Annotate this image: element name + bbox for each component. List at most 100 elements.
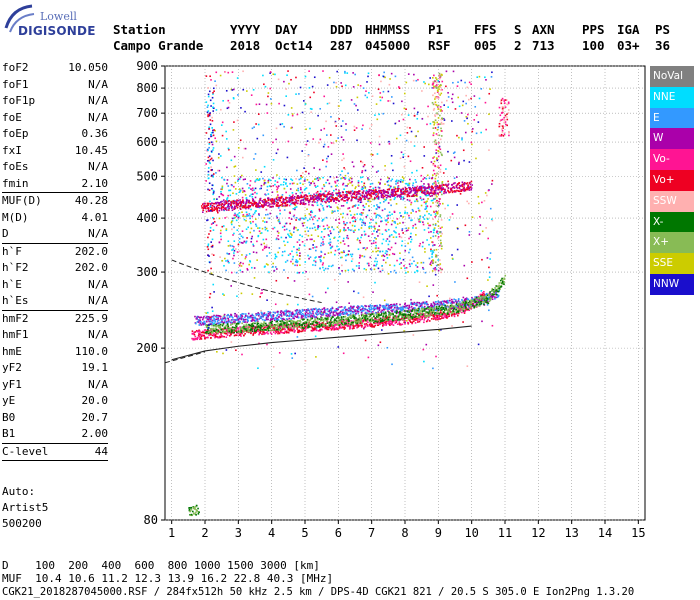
echo-point bbox=[275, 238, 278, 241]
echo-point bbox=[241, 330, 244, 333]
echo-point bbox=[293, 321, 295, 324]
echo-point bbox=[393, 306, 396, 309]
echo-point bbox=[236, 295, 238, 298]
echo-point bbox=[351, 180, 353, 183]
echo-point bbox=[381, 269, 384, 272]
echo-point bbox=[285, 183, 287, 185]
echo-point bbox=[249, 260, 251, 262]
echo-point bbox=[410, 303, 412, 305]
echo-point bbox=[221, 185, 224, 188]
echo-point bbox=[403, 107, 406, 110]
echo-point bbox=[383, 324, 385, 326]
echo-point bbox=[364, 186, 367, 189]
echo-point bbox=[422, 268, 425, 270]
echo-point bbox=[201, 334, 204, 336]
echo-point bbox=[318, 141, 320, 144]
echo-point bbox=[213, 333, 215, 335]
echo-point bbox=[227, 99, 230, 102]
echo-point bbox=[395, 320, 398, 322]
echo-point bbox=[247, 331, 250, 334]
echo-point bbox=[377, 186, 380, 189]
echo-point bbox=[239, 269, 242, 272]
echo-point bbox=[377, 170, 380, 172]
echo-point bbox=[336, 70, 338, 73]
echo-point bbox=[241, 312, 244, 315]
echo-point bbox=[295, 320, 297, 323]
echo-point bbox=[325, 165, 327, 168]
echo-point bbox=[208, 316, 211, 319]
echo-point bbox=[209, 318, 211, 320]
echo-point bbox=[369, 127, 371, 130]
echo-point bbox=[290, 319, 293, 322]
echo-point bbox=[346, 185, 348, 187]
echo-point bbox=[253, 189, 255, 191]
echo-point bbox=[431, 87, 433, 89]
echo-point bbox=[383, 198, 386, 201]
echo-point bbox=[245, 315, 247, 317]
echo-point bbox=[255, 103, 258, 106]
echo-point bbox=[263, 321, 265, 323]
echo-point bbox=[386, 219, 388, 221]
echo-point bbox=[225, 260, 227, 262]
echo-point bbox=[219, 321, 222, 324]
echo-point bbox=[261, 325, 264, 328]
echo-point bbox=[241, 189, 244, 192]
echo-point bbox=[317, 329, 320, 332]
echo-point bbox=[338, 235, 341, 238]
echo-point bbox=[237, 321, 239, 324]
echo-point bbox=[398, 322, 401, 325]
echo-point bbox=[360, 194, 362, 197]
echo-point bbox=[223, 315, 225, 318]
echo-point bbox=[328, 315, 330, 318]
echo-point bbox=[300, 311, 303, 314]
echo-point bbox=[326, 197, 328, 199]
echo-point bbox=[485, 128, 487, 131]
echo-point bbox=[363, 319, 365, 322]
echo-point bbox=[394, 75, 397, 78]
echo-point bbox=[439, 318, 442, 320]
echo-point bbox=[381, 233, 384, 235]
echo-point bbox=[435, 303, 438, 306]
echo-point bbox=[233, 262, 236, 264]
echo-point bbox=[249, 324, 252, 327]
parameter-row: foF1 N/A bbox=[2, 77, 108, 94]
echo-point bbox=[451, 213, 454, 215]
echo-point bbox=[353, 213, 356, 216]
echo-point bbox=[307, 278, 309, 280]
echo-point bbox=[303, 189, 306, 191]
echo-point bbox=[327, 146, 330, 148]
echo-point bbox=[316, 190, 319, 193]
echo-point bbox=[237, 178, 240, 181]
echo-point bbox=[453, 177, 456, 179]
echo-point bbox=[191, 333, 194, 335]
echo-point bbox=[361, 224, 363, 227]
echo-point bbox=[325, 314, 327, 317]
echo-point bbox=[196, 318, 198, 320]
echo-point bbox=[226, 252, 228, 255]
echo-point bbox=[436, 199, 438, 202]
echo-point bbox=[437, 269, 440, 272]
echo-point bbox=[408, 304, 410, 307]
echo-point bbox=[286, 310, 288, 313]
echo-point bbox=[412, 79, 415, 82]
echo-point bbox=[407, 321, 410, 324]
echo-point bbox=[406, 131, 409, 134]
echo-point bbox=[348, 207, 351, 209]
echo-point bbox=[387, 217, 390, 220]
echo-point bbox=[404, 315, 406, 318]
echo-point bbox=[330, 246, 333, 248]
echo-point bbox=[221, 320, 223, 323]
echo-point bbox=[275, 185, 278, 188]
echo-point bbox=[239, 333, 241, 335]
echo-point bbox=[412, 189, 415, 192]
echo-point bbox=[342, 312, 345, 315]
echo-point bbox=[347, 324, 350, 327]
header-value: Campo Grande bbox=[113, 38, 204, 53]
echo-point bbox=[325, 134, 328, 136]
echo-point bbox=[446, 99, 448, 102]
echo-point bbox=[255, 225, 258, 227]
echo-point bbox=[428, 257, 431, 260]
echo-point bbox=[368, 227, 371, 230]
y-tick-label: 600 bbox=[136, 135, 158, 149]
echo-point bbox=[343, 157, 345, 160]
